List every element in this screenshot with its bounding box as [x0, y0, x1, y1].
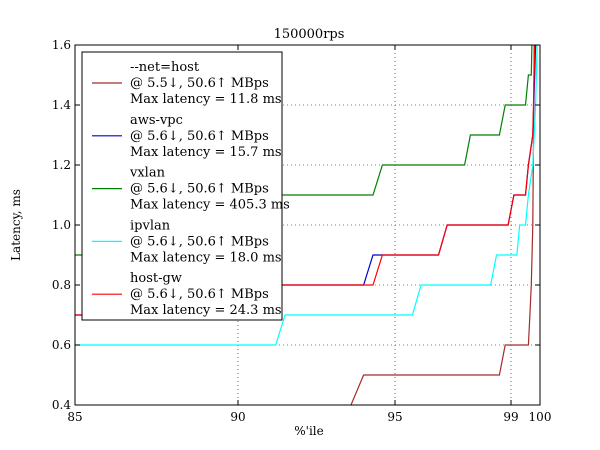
legend-text-name: host-gw	[130, 271, 182, 286]
chart-title: 150000rps	[274, 27, 345, 42]
legend-text-line1: @ 5.6↓, 50.6↑ MBps	[130, 234, 269, 249]
y-axis-label: Latency, ms	[9, 189, 23, 261]
legend-text-name: vxlan	[129, 166, 166, 181]
y-tick-label: 0.6	[52, 338, 71, 352]
x-axis-label: %'ile	[294, 424, 323, 438]
y-tick-label: 1.6	[52, 38, 71, 52]
legend-text-line2: Max latency = 15.7 ms	[130, 145, 282, 160]
y-tick-label: 0.4	[52, 398, 71, 412]
legend-text-name: aws-vpc	[130, 113, 183, 128]
legend-text-name: ipvlan	[130, 218, 171, 233]
x-tick-label: 99	[503, 410, 518, 424]
legend-text-name: --net=host	[130, 60, 200, 75]
y-tick-label: 1.4	[52, 98, 71, 112]
legend-text-line2: Max latency = 18.0 ms	[130, 250, 282, 265]
x-tick-label: 85	[67, 410, 82, 424]
legend-text-line1: @ 5.6↓, 50.6↑ MBps	[130, 182, 269, 197]
y-tick-label: 0.8	[52, 278, 71, 292]
legend-text-line2: Max latency = 24.3 ms	[130, 303, 282, 318]
legend-text-line2: Max latency = 11.8 ms	[130, 92, 282, 107]
y-tick-label: 1.2	[52, 158, 71, 172]
legend-text-line1: @ 5.6↓, 50.6↑ MBps	[130, 287, 269, 302]
y-tick-label: 1.0	[52, 218, 71, 232]
x-tick-label: 90	[230, 410, 245, 424]
series-line-4	[75, 45, 538, 346]
legend-text-line2: Max latency = 405.3 ms	[130, 198, 290, 213]
legend-text-line1: @ 5.5↓, 50.6↑ MBps	[130, 76, 269, 91]
series-line-1	[350, 45, 535, 405]
axis-ticks: 85 90 95 99 100 0.4 0.6 0.8 1.0 1.2 1.4 1.6	[52, 38, 552, 424]
x-tick-label: 95	[387, 410, 402, 424]
legend-box	[81, 51, 283, 321]
x-tick-label: 100	[529, 410, 552, 424]
legend-text-line1: @ 5.6↓, 50.6↑ MBps	[130, 129, 269, 144]
